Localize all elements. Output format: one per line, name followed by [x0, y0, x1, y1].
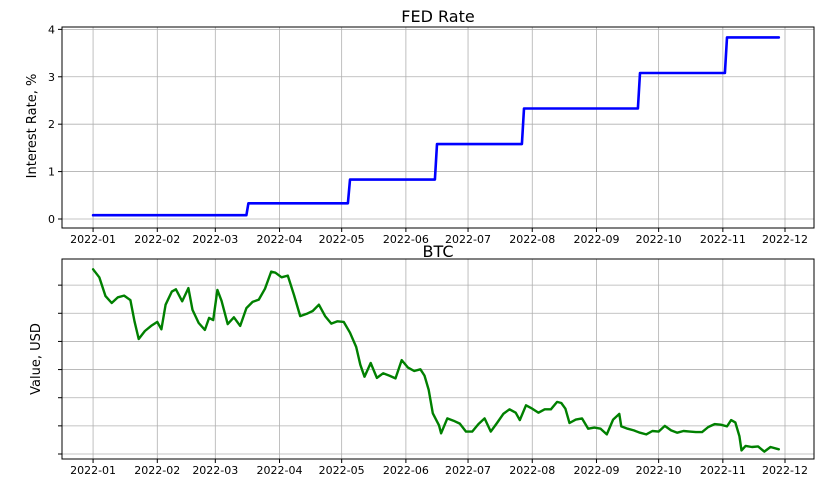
- fed-rate-title: FED Rate: [401, 7, 474, 26]
- fed-rate-x-tick-label: 2022-09: [573, 233, 619, 246]
- fed-rate-x-tick-label: 2022-02: [134, 233, 180, 246]
- fed-rate-y-tick-label: 1: [48, 166, 55, 179]
- btc-x-tick-label: 2022-07: [445, 464, 491, 477]
- fed-rate-x-tick-label: 2022-10: [636, 233, 682, 246]
- fed-rate-x-tick-label: 2022-06: [383, 233, 429, 246]
- btc-x-tick-label: 2022-11: [700, 464, 746, 477]
- btc-chart: 2022-01 2022-02 2022-03 2022-04 2022-05 2022-…: [29, 242, 815, 477]
- fed-rate-series: [91, 36, 781, 217]
- fed-rate-series-line: [91, 36, 781, 217]
- fed-rate-y-tick-label: 3: [48, 71, 55, 84]
- fed-rate-y-ticks: 0 1 2 3 4: [48, 23, 62, 226]
- btc-x-tick-label: 2022-02: [134, 464, 180, 477]
- btc-series: [91, 268, 780, 453]
- btc-series-line: [91, 268, 780, 453]
- fed-rate-x-tick-label: 2022-11: [700, 233, 746, 246]
- btc-x-tick-label: 2022-04: [257, 464, 303, 477]
- fed-rate-y-tick-label: 0: [48, 213, 55, 226]
- btc-grid: [62, 259, 814, 459]
- fed-rate-plot-frame: [61, 26, 815, 229]
- btc-x-tick-label: 2022-06: [383, 464, 429, 477]
- btc-x-tick-label: 2022-12: [762, 464, 808, 477]
- fed-rate-x-tick-label: 2022-08: [509, 233, 555, 246]
- btc-x-tick-label: 2022-08: [509, 464, 555, 477]
- fed-rate-y-tick-label: 4: [48, 23, 55, 36]
- fed-rate-x-tick-label: 2022-01: [70, 233, 116, 246]
- btc-x-tick-label: 2022-03: [192, 464, 238, 477]
- fed-rate-chart: 2022-01 2022-02 2022-03 2022-04 2022-05 2022-…: [25, 7, 815, 246]
- fed-rate-x-tick-label: 2022-04: [257, 233, 303, 246]
- fed-rate-x-tick-label: 2022-03: [192, 233, 238, 246]
- fed-rate-x-tick-label: 2022-05: [319, 233, 365, 246]
- btc-x-tick-label: 2022-05: [319, 464, 365, 477]
- btc-title: BTC: [423, 242, 454, 261]
- btc-x-tick-label: 2022-10: [636, 464, 682, 477]
- btc-x-ticks: 2022-01 2022-02 2022-03 2022-04 2022-05 2022-…: [70, 459, 808, 477]
- btc-x-tick-label: 2022-09: [573, 464, 619, 477]
- btc-x-tick-label: 2022-01: [70, 464, 116, 477]
- fed-rate-x-tick-label: 2022-12: [762, 233, 808, 246]
- fed-rate-x-tick-label: 2022-07: [445, 233, 491, 246]
- fed-rate-y-axis-label: Interest Rate, %: [25, 74, 40, 179]
- fed-rate-x-ticks: 2022-01 2022-02 2022-03 2022-04 2022-05 2022-…: [70, 228, 808, 246]
- btc-y-axis-label: Value, USD: [29, 323, 44, 395]
- btc-plot-frame: [61, 258, 815, 460]
- btc-y-ticks: [58, 284, 62, 455]
- fed-rate-grid: [62, 27, 814, 228]
- fed-rate-y-tick-label: 2: [48, 118, 55, 131]
